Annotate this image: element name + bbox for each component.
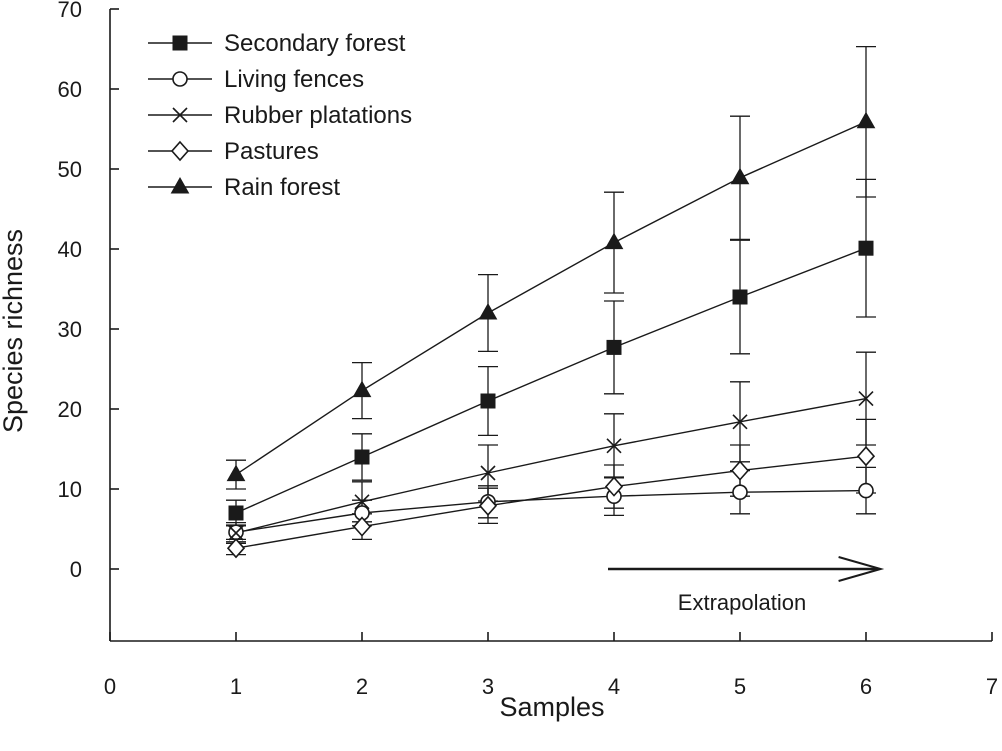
data-point-rain-forest: [730, 167, 750, 185]
data-point-rubber-platations: [606, 438, 622, 454]
legend-marker: [172, 107, 188, 123]
data-point-pastures: [352, 516, 372, 537]
extrapolation-arrow-head: [838, 556, 885, 582]
legend-item-rain-forest: Rain forest: [148, 174, 340, 201]
series-line-rubber-platations: [235, 397, 867, 534]
legend-label: Rain forest: [224, 174, 340, 201]
data-point-living-fences: [732, 484, 748, 501]
x-tick-label: 7: [986, 674, 998, 699]
data-point-rubber-platations: [480, 465, 496, 481]
data-point-rain-forest: [856, 111, 876, 129]
x-tick-label: 4: [608, 674, 620, 699]
legend-marker: [172, 35, 188, 51]
legend-item-pastures: Pastures: [148, 138, 319, 165]
legend-label: Pastures: [224, 138, 319, 165]
legend-marker: [170, 176, 190, 194]
series-line-secondary-forest: [235, 247, 867, 514]
legend-marker: [170, 140, 190, 162]
y-tick-label: 40: [58, 237, 82, 262]
y-axis-title: Species richness: [0, 229, 28, 433]
x-tick-label: 5: [734, 674, 746, 699]
data-point-rain-forest: [226, 464, 246, 482]
data-point-rubber-platations: [732, 414, 748, 430]
data-point-pastures: [730, 460, 750, 481]
data-point-rubber-platations: [354, 494, 370, 510]
extrapolation-annotation: Extrapolation: [608, 556, 885, 615]
legend-marker: [172, 71, 188, 87]
x-tick-label: 2: [356, 674, 368, 699]
extrapolation-label: Extrapolation: [678, 590, 806, 615]
y-tick-label: 30: [58, 317, 82, 342]
y-tick-label: 70: [58, 0, 82, 22]
series-lines: [235, 121, 867, 549]
data-point-pastures: [604, 476, 624, 497]
data-point-pastures: [856, 445, 876, 467]
legend-item-living-fences: Living fences: [148, 66, 364, 93]
data-point-rain-forest: [604, 232, 624, 250]
y-tick-label: 20: [58, 397, 82, 422]
y-tick-label: 60: [58, 77, 82, 102]
legend-label: Rubber platations: [224, 102, 412, 129]
data-point-secondary-forest: [354, 449, 370, 465]
series-line-rain-forest: [235, 121, 867, 476]
y-tick-label: 0: [70, 557, 82, 582]
data-point-secondary-forest: [606, 339, 622, 355]
legend-item-rubber-platations: Rubber platations: [148, 102, 412, 129]
series-line-pastures: [235, 455, 867, 549]
data-point-pastures: [226, 537, 246, 559]
data-point-secondary-forest: [858, 240, 874, 256]
x-tick-label: 0: [104, 674, 116, 699]
series-markers: [226, 111, 876, 559]
legend-item-secondary-forest: Secondary forest: [148, 30, 406, 57]
data-point-rain-forest: [478, 302, 498, 320]
x-tick-label: 1: [230, 674, 242, 699]
data-point-pastures: [478, 495, 498, 517]
data-point-secondary-forest: [480, 393, 496, 409]
legend: Secondary forest Living fences Rubber plat…: [148, 30, 412, 201]
legend-label: Secondary forest: [224, 30, 406, 57]
data-point-rubber-platations: [858, 391, 874, 407]
x-tick-label: 6: [860, 674, 872, 699]
data-point-rubber-platations: [228, 525, 244, 541]
series-line-living-fences: [235, 489, 867, 533]
y-tick-label: 50: [58, 157, 82, 182]
data-point-secondary-forest: [228, 505, 244, 521]
data-point-secondary-forest: [732, 289, 748, 305]
data-point-living-fences: [858, 482, 874, 499]
legend-label: Living fences: [224, 66, 364, 93]
x-tick-label: 3: [482, 674, 494, 699]
y-tick-label: 10: [58, 477, 82, 502]
data-point-rain-forest: [352, 380, 372, 398]
axes: 0 10 20 30 40 50 60 70 0 1 2 3 4 5 6 7: [58, 0, 999, 699]
x-axis-title: Samples: [499, 692, 604, 722]
